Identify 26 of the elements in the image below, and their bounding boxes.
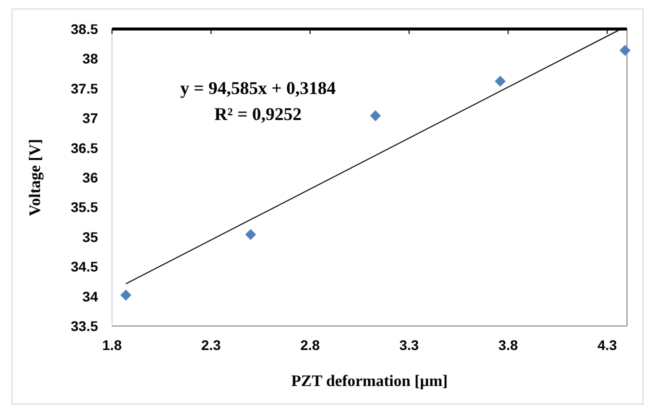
y-tick-label: 34.5 bbox=[70, 258, 98, 275]
x-tick-label: 1.8 bbox=[102, 337, 122, 353]
y-tick-label: 36.5 bbox=[70, 140, 98, 156]
y-tick-label: 38.5 bbox=[70, 21, 98, 37]
point bbox=[370, 110, 381, 122]
x-axis-title: PZT deformation [µm] bbox=[291, 373, 448, 390]
y-tick-label: 38 bbox=[82, 50, 98, 67]
y-axis-title: Voltage [V] bbox=[27, 138, 44, 216]
x-tick-label: 2.8 bbox=[300, 337, 320, 353]
y-tick-label: 35.5 bbox=[70, 199, 98, 216]
y-tick-label: 37 bbox=[82, 110, 98, 126]
x-tick-label: 4.3 bbox=[597, 337, 618, 353]
y-tick-label: 37.5 bbox=[70, 80, 98, 96]
y-tick-label: 33.5 bbox=[70, 318, 98, 334]
point bbox=[620, 44, 630, 56]
x-tick-label: 3.8 bbox=[498, 337, 518, 353]
x-tick-label: 3.3 bbox=[399, 337, 420, 353]
x-tick-label: 2.3 bbox=[201, 337, 221, 353]
y-tick-label: 34 bbox=[82, 288, 98, 304]
point bbox=[120, 290, 132, 301]
annotation: R² = 0,9252 bbox=[214, 104, 302, 124]
y-tick-label: 36 bbox=[82, 170, 98, 186]
point bbox=[245, 229, 256, 240]
point bbox=[494, 76, 506, 87]
y-tick-label: 35 bbox=[82, 228, 98, 245]
annotation: y = 94,585x + 0,3184 bbox=[180, 78, 336, 98]
